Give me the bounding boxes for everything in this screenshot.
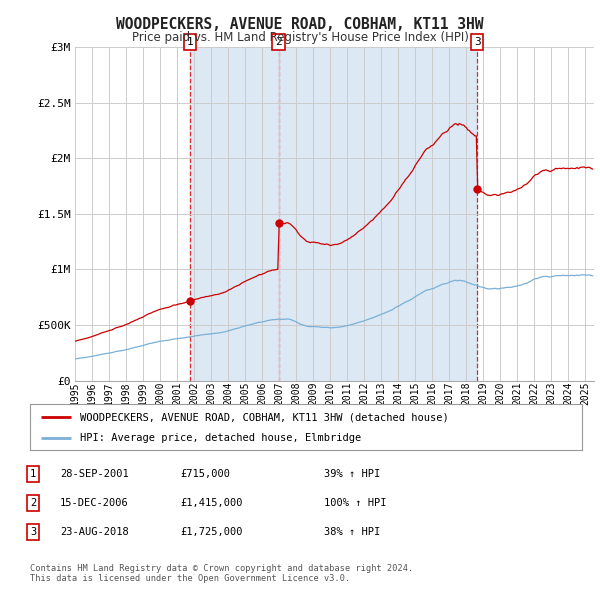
Text: 2: 2: [30, 499, 36, 508]
Text: 38% ↑ HPI: 38% ↑ HPI: [324, 527, 380, 537]
Text: Contains HM Land Registry data © Crown copyright and database right 2024.
This d: Contains HM Land Registry data © Crown c…: [30, 563, 413, 583]
Text: 15-DEC-2006: 15-DEC-2006: [60, 499, 129, 508]
Bar: [190, 47, 477, 381]
Text: WOODPECKERS, AVENUE ROAD, COBHAM, KT11 3HW (detached house): WOODPECKERS, AVENUE ROAD, COBHAM, KT11 3…: [80, 412, 448, 422]
Text: 1: 1: [187, 37, 193, 47]
Text: Price paid vs. HM Land Registry's House Price Index (HPI): Price paid vs. HM Land Registry's House …: [131, 31, 469, 44]
Text: 100% ↑ HPI: 100% ↑ HPI: [324, 499, 386, 508]
Text: 1: 1: [30, 470, 36, 479]
Text: £1,725,000: £1,725,000: [180, 527, 242, 537]
Text: 3: 3: [474, 37, 481, 47]
Text: 23-AUG-2018: 23-AUG-2018: [60, 527, 129, 537]
Text: 3: 3: [30, 527, 36, 537]
Text: WOODPECKERS, AVENUE ROAD, COBHAM, KT11 3HW: WOODPECKERS, AVENUE ROAD, COBHAM, KT11 3…: [116, 17, 484, 31]
Text: 2: 2: [275, 37, 282, 47]
Text: £715,000: £715,000: [180, 470, 230, 479]
Text: HPI: Average price, detached house, Elmbridge: HPI: Average price, detached house, Elmb…: [80, 433, 361, 443]
Text: £1,415,000: £1,415,000: [180, 499, 242, 508]
Text: 39% ↑ HPI: 39% ↑ HPI: [324, 470, 380, 479]
Text: 28-SEP-2001: 28-SEP-2001: [60, 470, 129, 479]
